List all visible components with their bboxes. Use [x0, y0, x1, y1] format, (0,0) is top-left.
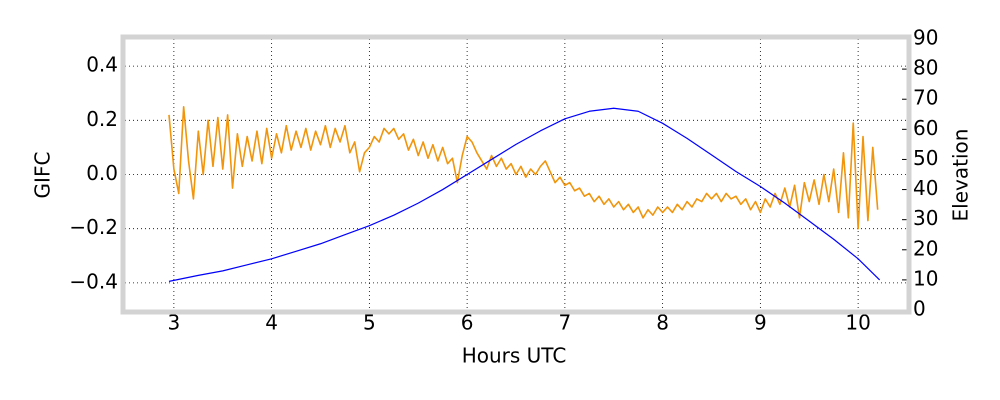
y-tick-label: 0.0 [86, 161, 118, 185]
y2-axis-label: Elevation [949, 129, 973, 222]
x-tick-label: 6 [461, 311, 474, 335]
x-tick-label: 7 [559, 311, 572, 335]
plot-frame [120, 34, 912, 315]
y2-tick-label: 40 [913, 176, 938, 200]
y2-tick-label: 10 [913, 266, 938, 290]
data-line [168, 107, 881, 282]
y2-tick-label: 80 [913, 56, 938, 80]
y2-tick-label: 90 [913, 26, 938, 50]
y-axis-label: GIFC [31, 152, 55, 199]
x-tick-label: 5 [363, 311, 376, 335]
y2-tick-label: 30 [913, 206, 938, 230]
y2-tick-label: 70 [913, 86, 938, 110]
y2-tick-label: 20 [913, 236, 938, 260]
y-tick-label: −0.4 [69, 269, 118, 293]
y-tick-label: 0.4 [86, 53, 118, 77]
x-tick-label: 3 [168, 311, 181, 335]
y-tick-label: 0.2 [86, 107, 118, 131]
data-line [168, 105, 879, 230]
y2-tick-label: 60 [913, 116, 938, 140]
x-axis-label: Hours UTC [462, 344, 567, 368]
y2-tick-label: 0 [913, 297, 926, 321]
y-tick-label: −0.2 [69, 215, 118, 239]
x-tick-label: 4 [265, 311, 278, 335]
y2-tick-label: 50 [913, 146, 938, 170]
x-tick-label: 9 [754, 311, 767, 335]
x-tick-label: 8 [656, 311, 669, 335]
